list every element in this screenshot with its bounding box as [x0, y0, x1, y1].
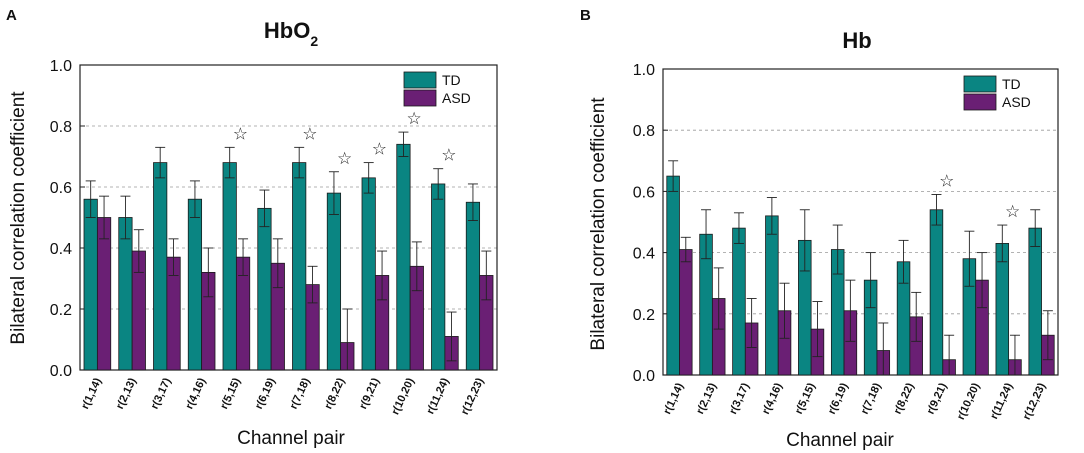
panel-a-title: HbO2: [264, 18, 318, 49]
bar-td: [257, 207, 272, 371]
legend-label-asd: ASD: [1002, 94, 1031, 110]
y-tick-label: 0.0: [633, 368, 655, 385]
panel-b-x-label: Channel pair: [786, 430, 894, 451]
x-tick-label: r(3,17): [727, 381, 752, 416]
plot-frame: [79, 64, 498, 371]
x-tick-label: r(6,19): [253, 376, 278, 411]
x-tick-label: r(7,18): [859, 381, 884, 416]
x-tick-label: r(1,14): [661, 381, 686, 416]
significance-star: ☆: [407, 109, 422, 129]
panel-b-y-label: Bilateral correlation coefficient: [588, 97, 609, 351]
panel-b-plot: 0.0 0.2 0.4 0.6 0.8 1.0 r(1,14) r(2,13) r(3,17) r…: [633, 62, 1059, 422]
bar-td: [118, 217, 133, 371]
bar-td: [1028, 227, 1042, 376]
x-tick-label: r(2,13): [694, 381, 719, 416]
significance-star: ☆: [233, 124, 248, 144]
bar-td: [465, 201, 481, 371]
legend-label-td: TD: [442, 72, 461, 88]
panel-b-letter: B: [580, 7, 591, 24]
x-tick-label: r(2,13): [114, 376, 139, 411]
x-tick-label: r(10,20): [955, 381, 983, 422]
significance-star: ☆: [939, 171, 954, 191]
bar-td: [431, 183, 446, 371]
bar-td: [326, 192, 342, 371]
x-tick-label: r(4,16): [184, 376, 209, 411]
legend-swatch-td: [403, 71, 437, 89]
y-tick-label: 1.0: [50, 58, 72, 75]
significance-star: ☆: [1005, 202, 1020, 222]
legend-swatch-asd: [963, 93, 997, 111]
y-tick-label: 0.2: [50, 302, 72, 319]
significance-star: ☆: [302, 124, 317, 144]
bar-td: [666, 175, 680, 376]
bar-td: [187, 198, 203, 371]
x-tick-label: r(7,18): [288, 376, 313, 411]
y-tick-label: 0.8: [50, 119, 72, 136]
y-tick-label: 0.2: [633, 307, 655, 324]
bar-td: [929, 209, 944, 376]
significance-star: ☆: [372, 140, 387, 160]
plot-frame: [662, 68, 1059, 376]
x-tick-label: r(9,21): [357, 376, 382, 411]
x-tick-label: r(8,22): [323, 376, 348, 411]
x-tick-label: r(8,22): [892, 381, 917, 416]
y-tick-label: 0.4: [633, 246, 655, 263]
bar-td: [995, 243, 1010, 376]
bar-td: [396, 143, 411, 371]
bar-asd: [96, 217, 112, 371]
bar-td: [765, 215, 779, 376]
bar-asd: [679, 249, 693, 376]
x-tick-label: r(12,23): [1021, 381, 1049, 422]
bar-td: [83, 198, 98, 371]
x-tick-label: r(12,23): [459, 376, 487, 417]
y-tick-label: 0.8: [633, 123, 655, 140]
legend-label-td: TD: [1002, 76, 1021, 92]
bar-td: [153, 162, 168, 371]
legend-label-asd: ASD: [442, 90, 471, 106]
bar-td: [292, 162, 307, 371]
panel-a-plot: 0.0 0.2 0.4 0.6 0.8 1.0 r(1,14) r(2,13) r(3,17) r…: [50, 58, 498, 417]
x-tick-label: r(9,21): [925, 381, 950, 416]
y-tick-label: 0.0: [50, 363, 72, 380]
x-tick-label: r(5,15): [218, 376, 243, 411]
panel-a-y-label: Bilateral correlation coefficient: [8, 91, 29, 345]
significance-star: ☆: [337, 149, 352, 169]
y-tick-label: 0.4: [50, 241, 72, 258]
bar-td: [732, 227, 746, 376]
legend-swatch-asd: [403, 89, 437, 107]
panel-a-x-label: Channel pair: [237, 428, 345, 449]
y-tick-label: 0.6: [633, 184, 655, 201]
panel-b: B Hb Bilateral correlation coefficient C…: [580, 7, 1059, 451]
y-tick-label: 1.0: [633, 62, 655, 79]
legend-swatch-td: [963, 75, 997, 93]
panel-a-letter: A: [6, 7, 17, 24]
bar-td: [222, 162, 237, 371]
x-tick-label: r(6,19): [826, 381, 851, 416]
x-tick-label: r(11,24): [424, 376, 451, 416]
x-tick-label: r(3,17): [149, 376, 174, 411]
x-tick-label: r(11,24): [988, 381, 1015, 421]
y-tick-label: 0.6: [50, 180, 72, 197]
x-tick-label: r(4,16): [760, 381, 785, 416]
bar-td: [361, 177, 376, 371]
panel-a: A HbO2 Bilateral correlation coefficient…: [6, 7, 498, 449]
significance-star: ☆: [441, 146, 456, 166]
panel-b-title: Hb: [842, 28, 871, 53]
x-tick-label: r(1,14): [79, 376, 104, 411]
x-tick-label: r(10,20): [389, 376, 417, 417]
x-tick-label: r(5,15): [793, 381, 818, 416]
